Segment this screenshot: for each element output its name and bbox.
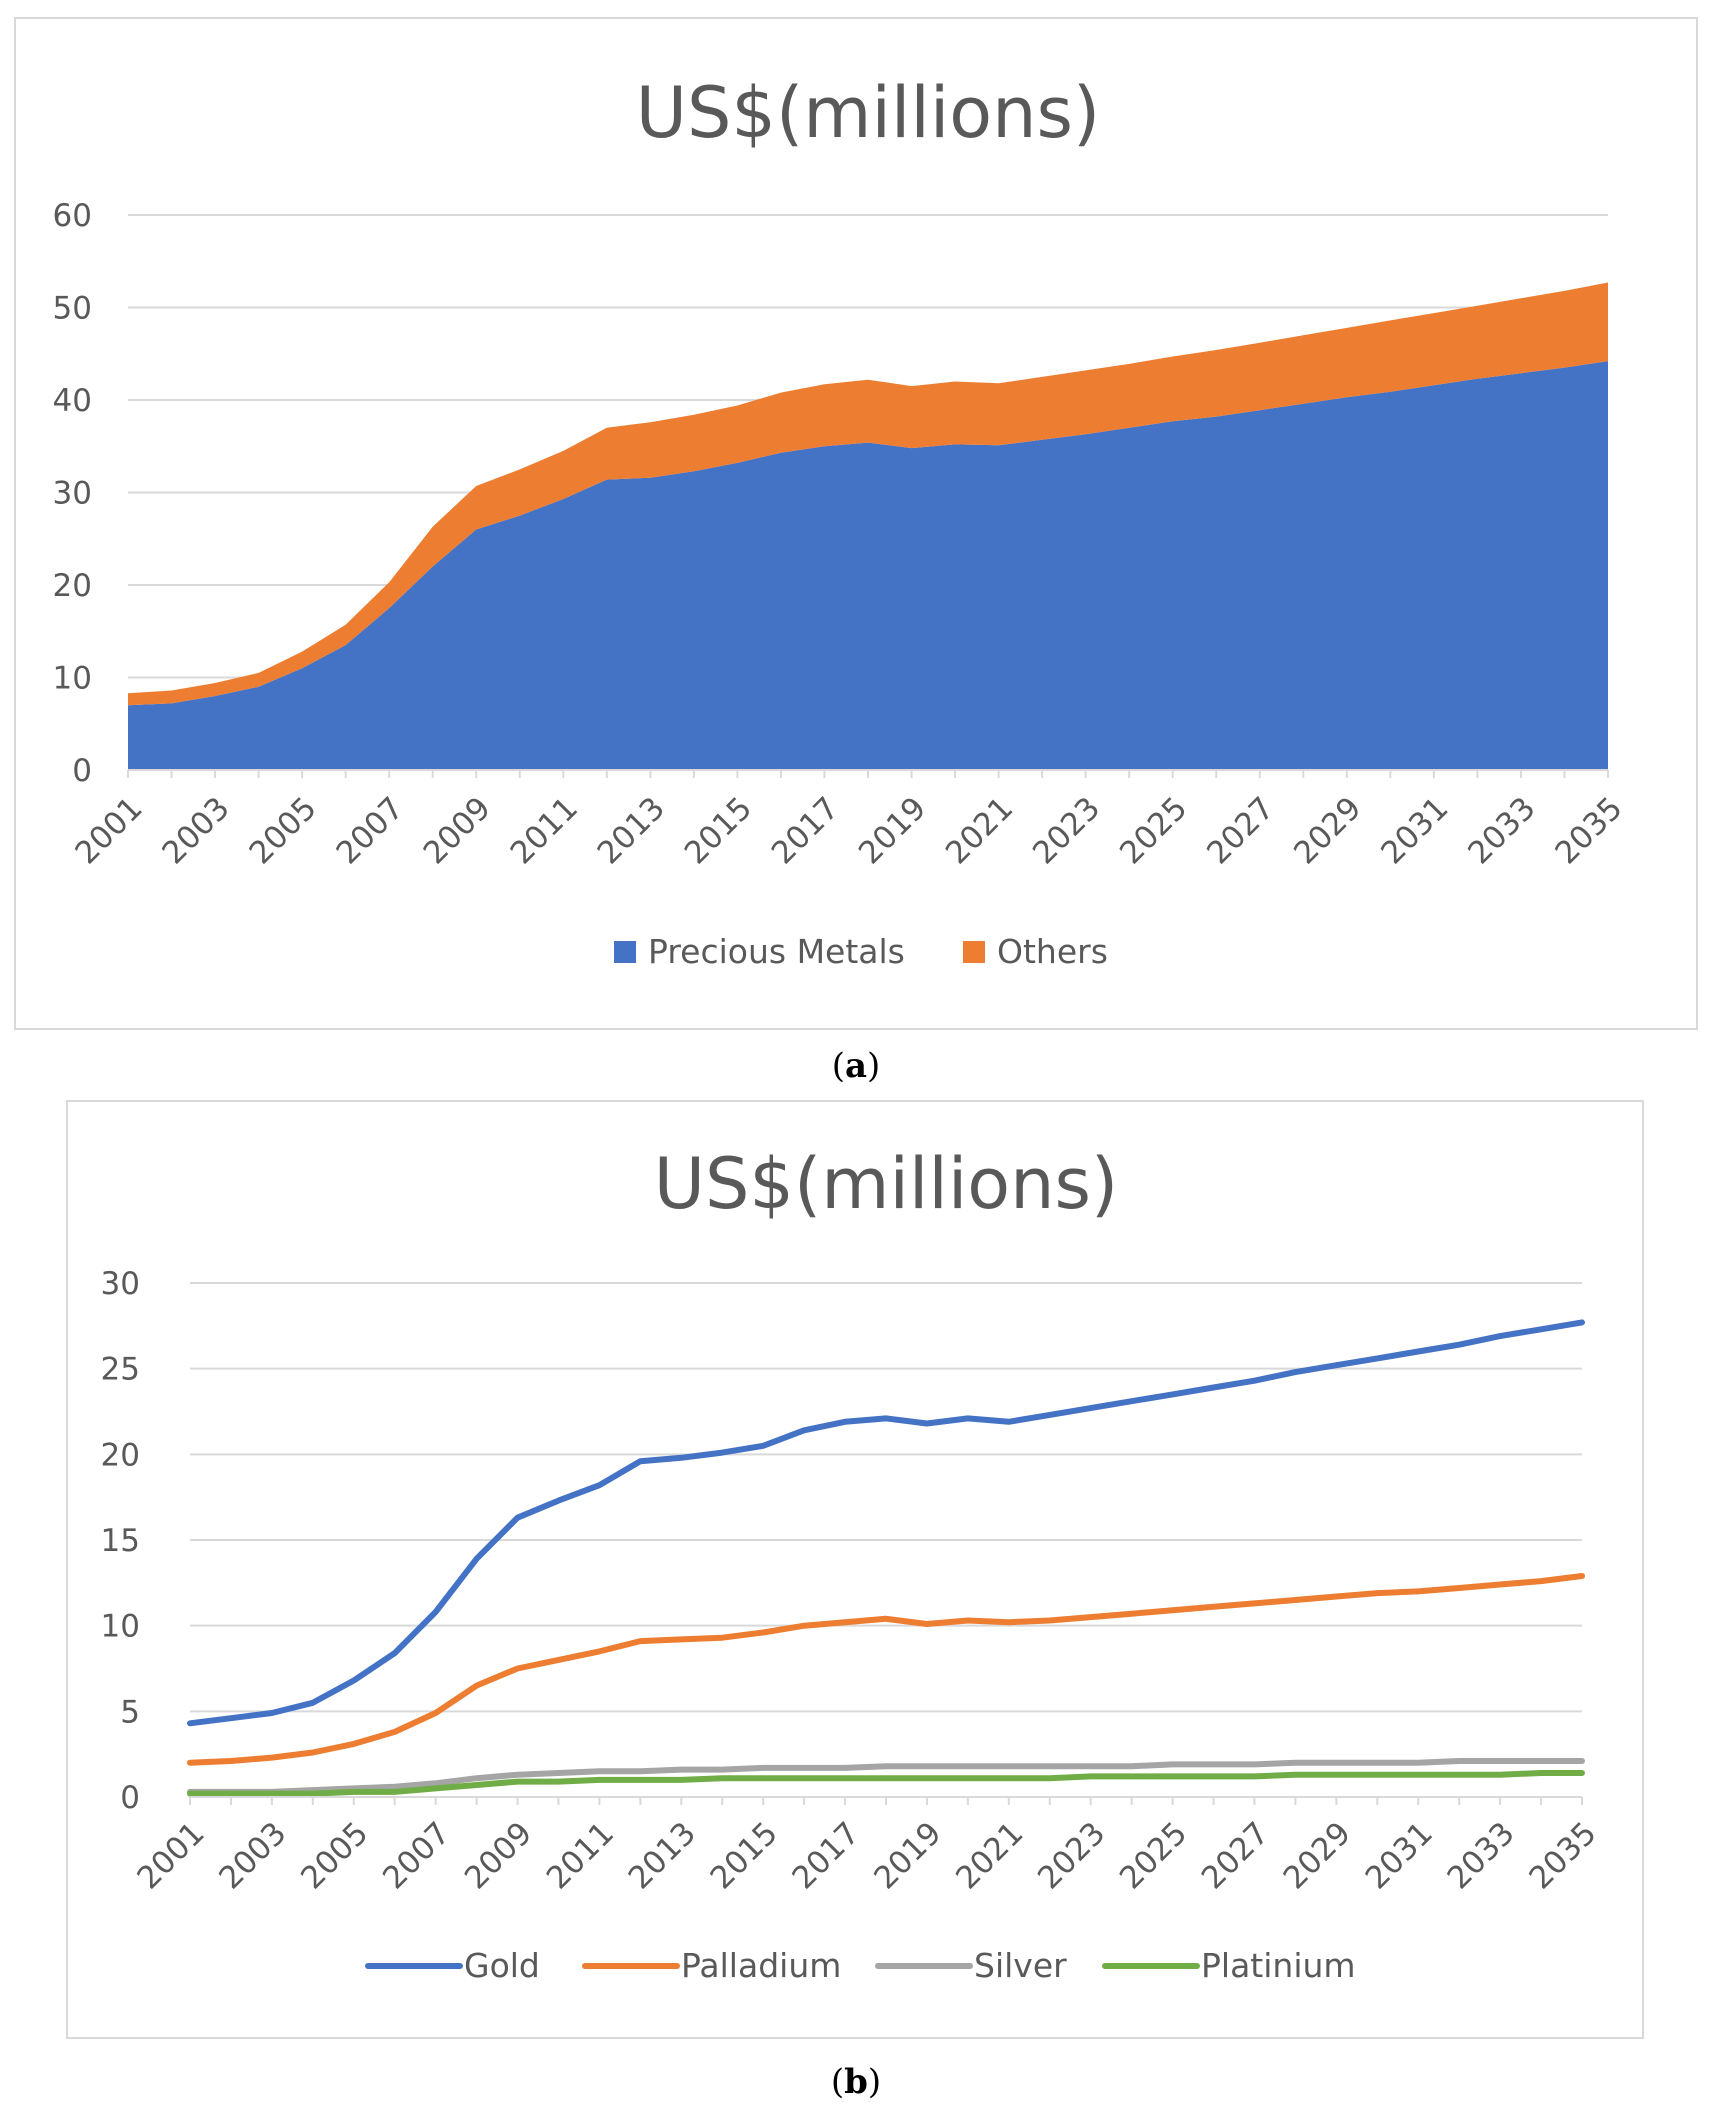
x-tick-label: 2007: [330, 790, 411, 871]
panel-label-b-open: (: [830, 2062, 845, 2102]
x-tick-label: 2017: [765, 790, 846, 871]
chart-title: US$(millions): [636, 72, 1100, 154]
y-tick-label: 10: [53, 661, 92, 697]
legend-label-palladium: Palladium: [681, 1946, 841, 1985]
panel-label-a-close: ): [867, 1046, 881, 1086]
y-tick-label: 40: [53, 383, 92, 419]
legend-label-gold: Gold: [464, 1946, 540, 1985]
panel-label-a: (a): [0, 1046, 1712, 1086]
area-series-others: [128, 282, 1608, 706]
line-series-palladium: [187, 1573, 1585, 1766]
x-tick-label: 2009: [458, 1815, 539, 1896]
y-tick-label: 0: [120, 1780, 140, 1816]
x-tick-label: 2015: [678, 790, 759, 871]
legend-swatch-others: [963, 941, 985, 963]
x-tick-label: 2035: [1548, 790, 1629, 871]
chart-title: US$(millions): [654, 1143, 1118, 1225]
x-tick-label: 2033: [1441, 1815, 1522, 1896]
line-series-silver: [187, 1758, 1585, 1795]
x-tick-label: 2025: [1113, 1815, 1194, 1896]
legend-label-platinium: Platinium: [1201, 1946, 1356, 1985]
x-tick-label: 2001: [68, 790, 149, 871]
y-tick-label: 20: [53, 568, 92, 604]
x-tick-label: 2013: [591, 790, 672, 871]
x-tick-label: 2033: [1461, 790, 1542, 871]
x-tick-label: 2027: [1200, 790, 1281, 871]
legend-label-precious-metals: Precious Metals: [648, 932, 905, 971]
x-tick-label: 2029: [1287, 790, 1368, 871]
y-tick-label: 20: [101, 1437, 140, 1473]
x-tick-label: 2017: [785, 1815, 866, 1896]
x-tick-label: 2021: [939, 790, 1020, 871]
panel-label-b: (b): [0, 2062, 1712, 2102]
x-tick-label: 2023: [1031, 1815, 1112, 1896]
area-series-precious-metals: [128, 361, 1608, 770]
y-tick-label: 15: [101, 1523, 140, 1559]
x-tick-label: 2003: [155, 790, 236, 871]
x-tick-label: 2019: [867, 1815, 948, 1896]
panel-label-b-close: ): [867, 2062, 882, 2102]
legend-label-others: Others: [997, 932, 1108, 971]
y-tick-label: 5: [120, 1694, 140, 1730]
x-tick-label: 2021: [949, 1815, 1030, 1896]
legend-swatch-precious-metals: [614, 941, 636, 963]
y-tick-label: 0: [72, 753, 92, 789]
chart-panel-b: [66, 1100, 1644, 2039]
panel-label-a-letter: a: [844, 1046, 868, 1086]
x-tick-label: 2023: [1026, 790, 1107, 871]
line-series-platinium: [187, 1770, 1585, 1797]
x-tick-label: 2025: [1113, 790, 1194, 871]
x-tick-label: 2019: [852, 790, 933, 871]
y-tick-label: 30: [53, 476, 92, 512]
x-tick-label: 2031: [1359, 1815, 1440, 1896]
x-tick-label: 2003: [212, 1815, 293, 1896]
x-tick-label: 2005: [294, 1815, 375, 1896]
x-tick-label: 2031: [1374, 790, 1455, 871]
y-tick-label: 25: [101, 1352, 140, 1388]
x-tick-label: 2035: [1522, 1815, 1603, 1896]
line-series-gold: [187, 1319, 1585, 1727]
x-tick-label: 2009: [417, 790, 498, 871]
x-tick-label: 2001: [130, 1815, 211, 1896]
panel-label-a-open: (: [831, 1046, 845, 1086]
x-tick-label: 2005: [243, 790, 324, 871]
x-tick-label: 2015: [704, 1815, 785, 1896]
y-tick-label: 30: [101, 1266, 140, 1302]
y-tick-label: 60: [53, 198, 92, 234]
x-tick-label: 2011: [504, 790, 585, 871]
x-tick-label: 2013: [622, 1815, 703, 1896]
x-tick-label: 2011: [540, 1815, 621, 1896]
x-tick-label: 2007: [376, 1815, 457, 1896]
y-tick-label: 10: [101, 1609, 140, 1645]
x-tick-label: 2029: [1277, 1815, 1358, 1896]
x-tick-label: 2027: [1195, 1815, 1276, 1896]
legend-label-silver: Silver: [974, 1946, 1067, 1985]
y-tick-label: 50: [53, 291, 92, 327]
panel-label-b-letter: b: [844, 2062, 868, 2102]
